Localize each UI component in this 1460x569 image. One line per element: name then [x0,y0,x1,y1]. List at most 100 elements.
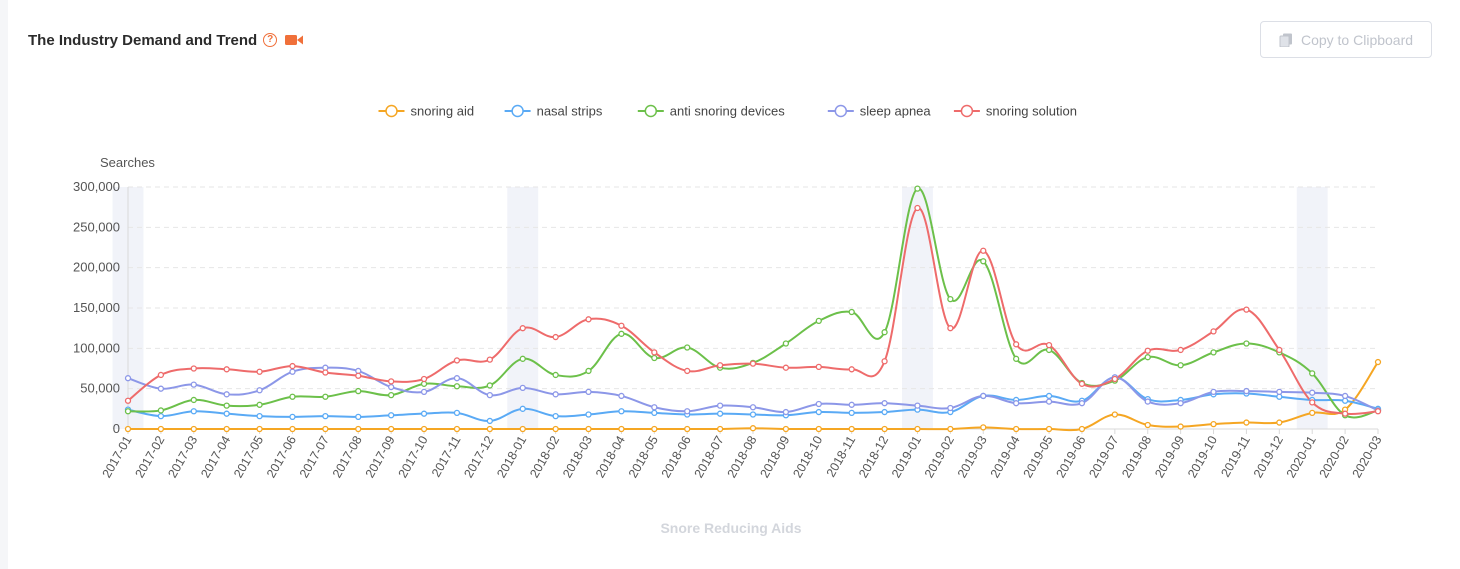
data-point [256,387,263,394]
data-point [585,367,592,375]
x-tick-label: 2017-09 [363,433,398,480]
x-tick-label: 2020-03 [1350,433,1385,480]
data-point [552,412,559,420]
data-point [322,369,329,376]
data-point [1013,425,1020,433]
data-point [980,247,987,254]
x-tick-label: 2019-07 [1086,433,1121,480]
x-tick-label: 2018-06 [659,433,694,480]
data-point [585,316,592,323]
x-axis-label: Snore Reducing Aids [660,520,801,536]
data-point [716,425,724,433]
data-point [914,425,921,433]
data-point [749,360,757,367]
data-point [585,425,592,433]
data-point [585,411,592,418]
data-point [815,317,822,325]
data-point [453,425,461,433]
data-point [848,308,855,316]
x-tick-label: 2017-08 [330,433,365,480]
x-tick-label: 2017-04 [198,433,233,480]
data-point [881,408,888,416]
data-point [157,385,165,392]
data-point [618,408,625,415]
data-point [190,408,197,415]
data-point [420,425,428,433]
data-point [1144,347,1151,354]
question-circle-icon[interactable]: ? [263,33,278,47]
data-point [190,381,197,388]
x-tick-label: 2018-09 [757,433,792,480]
data-point [223,410,230,417]
legend-item[interactable]: snoring solution [953,104,1077,119]
data-point [749,425,757,432]
data-point [519,405,526,412]
data-point [1210,388,1217,396]
x-tick-label: 2017-10 [396,433,431,480]
legend-marker [385,104,398,118]
data-point [1309,409,1316,417]
data-point [1045,425,1053,433]
data-point [1309,389,1316,396]
y-tick-label: 100,000 [73,340,120,355]
copy-to-clipboard-button[interactable]: Copy to Clipboard [1260,21,1432,58]
data-point [848,409,855,417]
data-point [355,413,362,421]
data-point [749,411,757,418]
legend-item[interactable]: snoring aid [378,104,475,119]
x-tick-label: 2018-07 [692,433,727,480]
x-tick-label: 2017-07 [297,433,332,480]
data-point [914,402,921,409]
data-point [947,425,954,433]
data-point [388,425,395,433]
x-tick-label: 2019-09 [1152,433,1187,480]
data-point [848,401,855,408]
data-point [124,425,132,433]
video-camera-icon[interactable] [285,34,304,46]
data-point [1013,341,1020,348]
data-point [355,372,362,379]
data-point [388,378,395,385]
x-tick-label: 2017-12 [461,433,496,480]
data-point [223,402,230,409]
data-point [1341,392,1349,400]
data-point [1045,398,1053,405]
data-point [453,375,461,382]
data-point [519,384,526,392]
data-point [486,356,493,363]
data-point [1374,358,1382,366]
data-point [1078,380,1086,387]
y-tick-label: 150,000 [73,300,120,315]
x-tick-label: 2018-05 [626,433,661,480]
data-point [1210,421,1217,428]
data-point [1111,411,1118,418]
data-point [453,409,461,417]
legend-item[interactable]: nasal strips [504,104,603,119]
legend-label: snoring solution [986,104,1077,119]
x-tick-label: 2019-04 [988,433,1023,480]
data-point [815,425,822,433]
data-point [881,358,888,365]
data-point [355,387,362,395]
data-point [684,425,691,433]
legend-item[interactable]: sleep apnea [827,104,932,119]
x-tick-label: 2017-05 [231,433,266,480]
data-point [1078,425,1086,433]
data-point [914,185,921,192]
data-point [552,391,559,398]
legend-item[interactable]: anti snoring devices [637,104,785,119]
data-point [388,391,395,399]
chart-card: The Industry Demand and Trend ? Copy to … [8,0,1460,569]
series-line [127,187,1379,419]
x-tick-label: 2017-11 [429,433,464,479]
data-point [223,425,230,433]
data-point [684,344,691,351]
data-point [289,362,296,370]
data-point [980,258,987,265]
data-point [1210,349,1217,356]
data-point [486,391,493,399]
data-point [1276,346,1283,354]
data-point [947,295,954,303]
data-point [1177,423,1184,430]
data-point [716,402,724,409]
